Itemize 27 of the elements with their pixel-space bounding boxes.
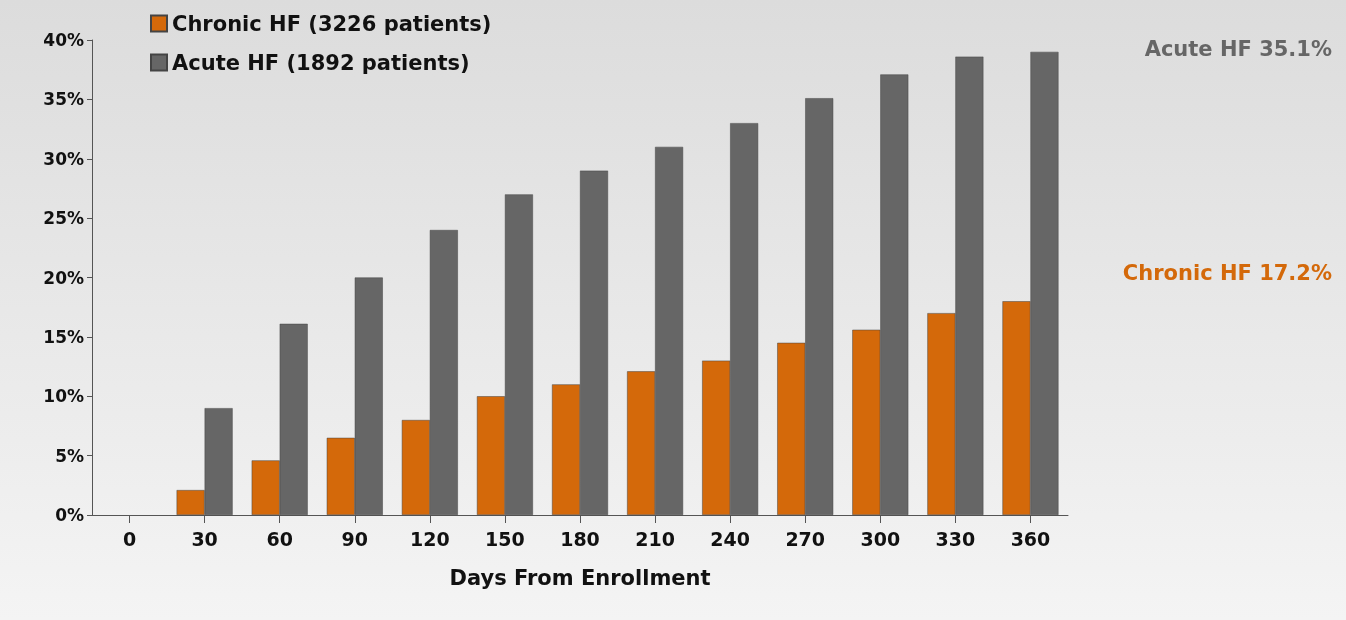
x-tick-label: 270 xyxy=(785,527,826,550)
y-tick-label: 30% xyxy=(43,148,84,169)
y-tick-label: 25% xyxy=(43,208,84,229)
x-tick-label: 210 xyxy=(635,527,675,550)
x-tick-label: 60 xyxy=(266,527,293,550)
y-tick-label: 15% xyxy=(43,326,84,347)
x-tick-label: 240 xyxy=(710,527,750,550)
x-tick-label: 300 xyxy=(860,527,901,550)
x-tick-label: 120 xyxy=(410,527,450,550)
legend-label: Chronic HF (3226 patients) xyxy=(172,11,492,36)
x-tick-label: 90 xyxy=(341,527,368,550)
x-tick-label: 150 xyxy=(485,527,525,550)
x-tick-label: 30 xyxy=(191,527,218,550)
y-tick-label: 40% xyxy=(43,30,84,50)
y-tick-label: 20% xyxy=(43,267,84,288)
x-tick-label: 180 xyxy=(560,527,600,550)
y-tick-label: 5% xyxy=(55,445,84,466)
x-axis-title: Days From Enrollment xyxy=(449,565,711,590)
y-tick-label: 35% xyxy=(43,89,84,110)
y-tick-label: 10% xyxy=(43,386,84,407)
text: Acute HF 35.1% xyxy=(1144,36,1333,61)
legend-label: Acute HF (1892 patients) xyxy=(172,50,470,75)
x-tick-label: 330 xyxy=(935,527,976,550)
y-tick-label: 0% xyxy=(55,505,84,525)
x-tick-label: 360 xyxy=(1010,527,1051,550)
text: Chronic HF 17.2% xyxy=(1122,260,1332,285)
x-tick-label: 0 xyxy=(122,527,137,550)
